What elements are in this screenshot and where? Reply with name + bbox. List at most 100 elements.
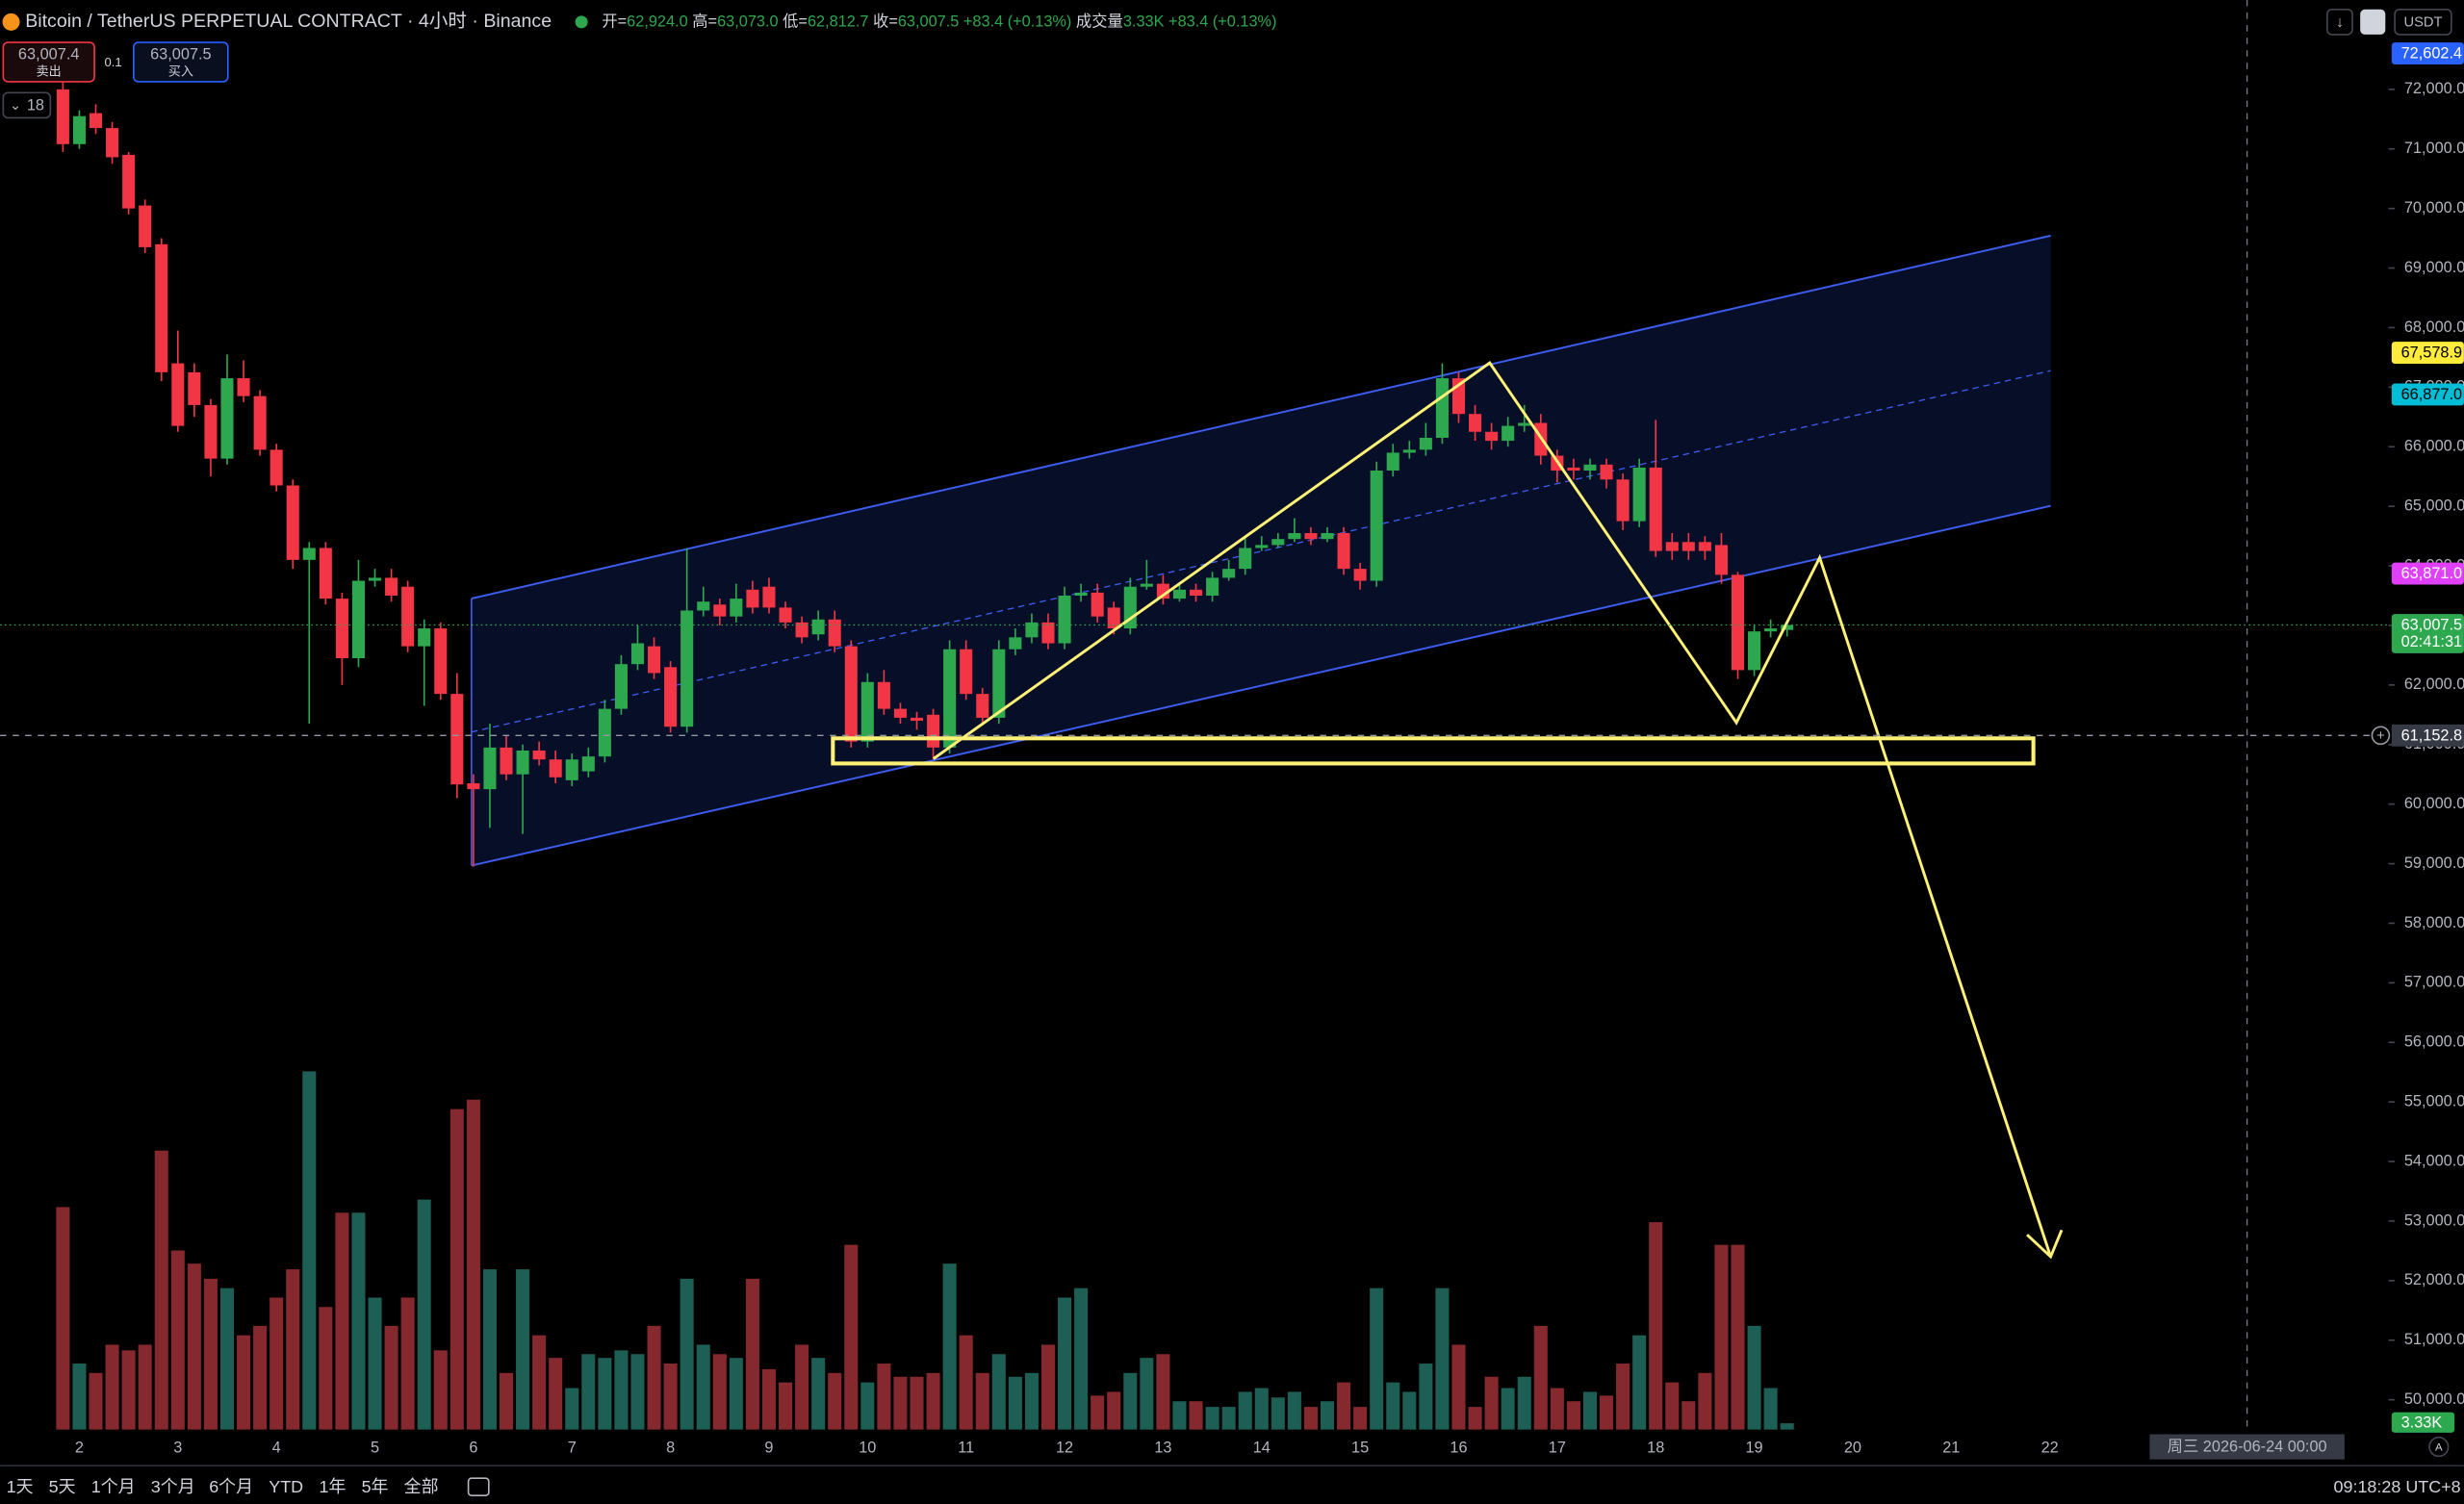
x-tick-label: 9	[764, 1440, 773, 1457]
spread: 0.1	[105, 55, 122, 69]
range-button[interactable]: 1年	[319, 1477, 346, 1496]
volume-bar	[89, 1372, 103, 1430]
candle-body	[565, 759, 578, 780]
volume-bar	[1582, 1391, 1597, 1430]
candle-body	[237, 378, 250, 396]
candle-body	[319, 548, 332, 599]
volume-bar	[877, 1364, 891, 1430]
volume-bar	[1303, 1407, 1318, 1430]
ohlc-value: 62,924.0	[627, 13, 688, 31]
candle-body	[139, 205, 152, 247]
volume-bar	[400, 1297, 415, 1430]
volume-bar	[1270, 1397, 1285, 1430]
buy-button[interactable]	[133, 41, 229, 83]
candle-body	[1239, 548, 1252, 570]
ohlc-label: 高=	[692, 13, 717, 31]
y-tick-label: 60,000.0	[2404, 795, 2464, 812]
volume-label-box	[2391, 1412, 2455, 1433]
candle-body	[664, 667, 678, 727]
volume-bar	[1435, 1287, 1450, 1430]
volume-bar	[745, 1278, 759, 1430]
candle-body	[1567, 467, 1580, 472]
countdown: 02:41:31	[2401, 633, 2463, 650]
range-button[interactable]: 1天	[7, 1477, 34, 1496]
x-tick-label: 8	[666, 1440, 675, 1457]
candle-body	[1600, 464, 1613, 480]
candle-body	[1271, 539, 1285, 546]
range-button[interactable]: 6个月	[209, 1477, 253, 1496]
sell-button[interactable]	[2, 41, 95, 83]
snapshot-button[interactable]	[2360, 9, 2386, 35]
candle-body	[1402, 449, 1416, 453]
range-button[interactable]: 3个月	[151, 1477, 195, 1496]
volume-bar	[1074, 1287, 1089, 1430]
add-alert-button[interactable]	[2371, 726, 2391, 746]
volume-bar	[270, 1297, 284, 1430]
x-tick-label: 17	[1549, 1440, 1566, 1457]
range-button[interactable]: YTD	[269, 1477, 303, 1496]
volume-bar	[598, 1358, 612, 1430]
candle-body	[1190, 589, 1203, 597]
volume-bar	[466, 1099, 480, 1430]
volume-bar	[712, 1354, 727, 1430]
volume-bar	[975, 1372, 989, 1430]
range-button[interactable]: 1个月	[91, 1477, 136, 1496]
volume-bar	[565, 1388, 579, 1430]
candle-body	[516, 750, 529, 775]
ohlc-readout: 开=62,924.0 高=63,073.0 低=62,812.7 收=63,00…	[602, 13, 1276, 31]
candle-body	[500, 747, 513, 775]
candle-body	[943, 649, 957, 748]
volume-bar	[417, 1199, 431, 1430]
date-range-icon[interactable]	[467, 1477, 490, 1497]
channel-middle	[471, 370, 2051, 733]
candle-body	[171, 363, 185, 426]
candle-body	[811, 619, 825, 635]
range-button[interactable]: 5年	[362, 1477, 389, 1496]
volume-bar	[319, 1307, 333, 1430]
volume-bar	[351, 1212, 366, 1430]
ohlc-label: 低=	[783, 13, 808, 31]
currency-button[interactable]	[2394, 8, 2452, 36]
projection-path	[932, 361, 2052, 1258]
y-tick-label: 62,000.0	[2404, 676, 2464, 693]
candle-body	[401, 586, 415, 647]
x-tick-label: 20	[1844, 1440, 1861, 1457]
range-button[interactable]: 全部	[404, 1477, 439, 1496]
y-tick-label: 52,000.0	[2404, 1271, 2464, 1288]
y-tick-label: 53,000.0	[2404, 1211, 2464, 1229]
annotations	[831, 361, 2064, 1260]
x-tick-label: 3	[173, 1440, 182, 1457]
sell-label: 卖出	[37, 64, 62, 79]
candle-body	[549, 759, 562, 777]
indicator-toggle[interactable]	[2, 91, 52, 119]
x-tick-label: 18	[1647, 1440, 1664, 1457]
candle-body	[351, 580, 365, 659]
volume-bar	[187, 1263, 201, 1430]
y-tick-label: 56,000.0	[2404, 1033, 2464, 1051]
candle-body	[368, 577, 382, 581]
volume-bar	[499, 1372, 514, 1430]
y-tick-label: 51,000.0	[2404, 1331, 2464, 1348]
volume-label: 3.33K	[2401, 1414, 2443, 1431]
price-label-box	[2391, 342, 2464, 364]
volume-bar	[1468, 1407, 1482, 1430]
volume-bar	[1763, 1388, 1778, 1430]
last-price-box	[2391, 614, 2464, 653]
range-button[interactable]: 5天	[49, 1477, 76, 1496]
y-tick-label: 50,000.0	[2404, 1390, 2464, 1408]
candle-body	[188, 371, 201, 405]
candle-body	[106, 128, 119, 158]
candle-body	[910, 717, 924, 721]
candle-body	[467, 782, 480, 790]
candle-body	[581, 756, 595, 772]
candle-body	[1206, 577, 1219, 597]
volume-bar	[779, 1382, 793, 1430]
crosshair-time-box	[2149, 1434, 2345, 1460]
download-button[interactable]	[2326, 8, 2353, 36]
candle-body	[1632, 467, 1646, 522]
x-tick-label: 22	[2041, 1440, 2059, 1457]
volume-bar	[1632, 1335, 1647, 1430]
x-tick-label: 11	[958, 1440, 974, 1457]
auto-scale-button[interactable]	[2428, 1436, 2450, 1458]
